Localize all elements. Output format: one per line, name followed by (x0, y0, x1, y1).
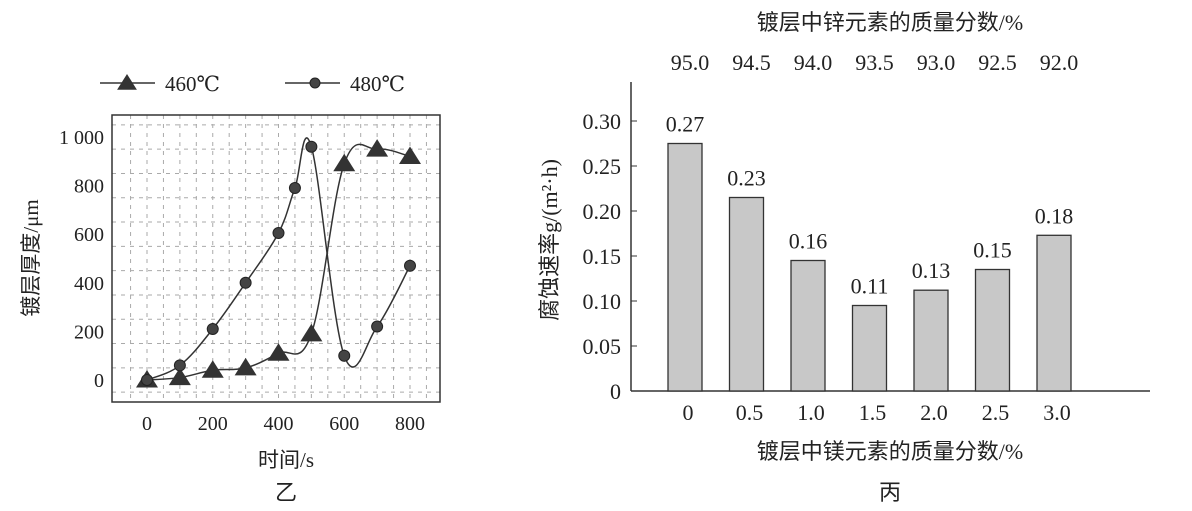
x-tick-label: 3.0 (1043, 400, 1071, 425)
bar (913, 289, 949, 392)
y-axis-label: 腐蚀速率g/(m²·h) (537, 159, 562, 321)
legend-label: 480℃ (350, 72, 405, 96)
data-point-circle (305, 140, 318, 153)
x-tick-label: 2.5 (982, 400, 1010, 425)
x-axis-label: 时间/s (258, 448, 314, 472)
bar-chart: 0 0.05 0.10 0.15 0.20 0.25 0.30 0.27 0 95.0 0.23 0.… (537, 10, 1150, 505)
x-tick-label: 1.5 (859, 400, 887, 425)
x-tick-label: 600 (329, 413, 359, 435)
plot-frame (111, 114, 441, 403)
data-point-circle (239, 276, 252, 289)
chart-caption: 乙 (275, 480, 297, 505)
y-tick-label: 200 (74, 321, 104, 343)
y-tick-label: 0 (610, 379, 621, 404)
y-tick-label: 0 (94, 370, 104, 392)
data-point-circle (338, 349, 351, 362)
data-point-triangle (234, 357, 257, 376)
series-line (146, 143, 411, 381)
bar-value-label: 0.13 (912, 258, 951, 283)
bar (667, 142, 703, 392)
x-tick-label: 0 (142, 413, 152, 435)
y-tick-label: 400 (74, 273, 104, 295)
x-tick-label: 400 (264, 413, 294, 435)
legend-label: 460℃ (165, 72, 220, 96)
bar (1036, 234, 1072, 392)
legend-marker-circle (309, 77, 321, 89)
bar (851, 304, 888, 392)
data-point-circle (272, 226, 285, 239)
data-point-triangle (333, 153, 356, 172)
bar-value-label: 0.23 (727, 166, 766, 191)
y-tick-label: 0.10 (583, 289, 622, 314)
data-point-triangle (267, 343, 290, 361)
data-point-circle (206, 322, 219, 335)
series-480 (141, 137, 416, 386)
bar-value-label: 0.16 (789, 229, 828, 254)
legend-marker-triangle (117, 74, 137, 90)
bar-value-label: 0.18 (1035, 203, 1074, 228)
x-axis-label: 镀层中镁元素的质量分数/% (757, 439, 1023, 464)
bar-value-label: 0.27 (666, 112, 705, 137)
y-tick-label: 0.25 (583, 154, 622, 179)
series-460 (136, 139, 421, 388)
y-tick-label: 800 (74, 176, 104, 198)
x-tick-label: 200 (198, 413, 228, 435)
y-axis-label: 镀层厚度/μm (19, 199, 43, 316)
x-tick-label: 0 (683, 400, 694, 425)
top-x-tick-label: 94.5 (732, 50, 771, 75)
data-point-triangle (168, 367, 191, 386)
top-x-tick-label: 93.0 (917, 50, 956, 75)
data-point-triangle (366, 139, 389, 157)
chart-caption: 丙 (879, 480, 901, 505)
data-point-circle (173, 359, 186, 372)
data-point-triangle (201, 360, 224, 378)
line-chart: 0 200 400 600 800 1 000 0 200 400 600 800 时间/s 乙 镀层厚度… (19, 72, 441, 505)
data-point-triangle (300, 323, 323, 342)
top-x-tick-label: 95.0 (671, 50, 710, 75)
bar-value-label: 0.11 (851, 274, 889, 299)
legend: 460℃ 480℃ (100, 72, 405, 96)
y-tick-label: 0.20 (583, 199, 622, 224)
data-point-triangle (399, 146, 421, 164)
top-x-tick-label: 93.5 (855, 50, 894, 75)
data-point-circle (371, 320, 384, 333)
y-tick-label: 0.05 (583, 334, 622, 359)
x-tick-label: 1.0 (797, 400, 825, 425)
top-x-tick-label: 94.0 (794, 50, 833, 75)
y-tick-label: 600 (74, 224, 104, 246)
top-x-axis-label: 镀层中锌元素的质量分数/% (757, 10, 1023, 35)
y-tick-label: 0.30 (583, 109, 622, 134)
y-tick-label: 1 000 (59, 127, 104, 149)
y-tick-label: 0.15 (583, 244, 622, 269)
data-point-circle (141, 374, 153, 386)
x-tick-label: 0.5 (736, 400, 764, 425)
data-point-circle (404, 259, 416, 272)
bar (728, 196, 765, 392)
top-x-tick-label: 92.5 (978, 50, 1017, 75)
bar-value-label: 0.15 (973, 238, 1012, 263)
bar (974, 268, 1011, 392)
top-x-tick-label: 92.0 (1040, 50, 1079, 75)
x-tick-label: 2.0 (920, 400, 948, 425)
data-point-circle (288, 182, 301, 195)
bar (790, 259, 826, 392)
x-tick-label: 800 (395, 413, 425, 435)
